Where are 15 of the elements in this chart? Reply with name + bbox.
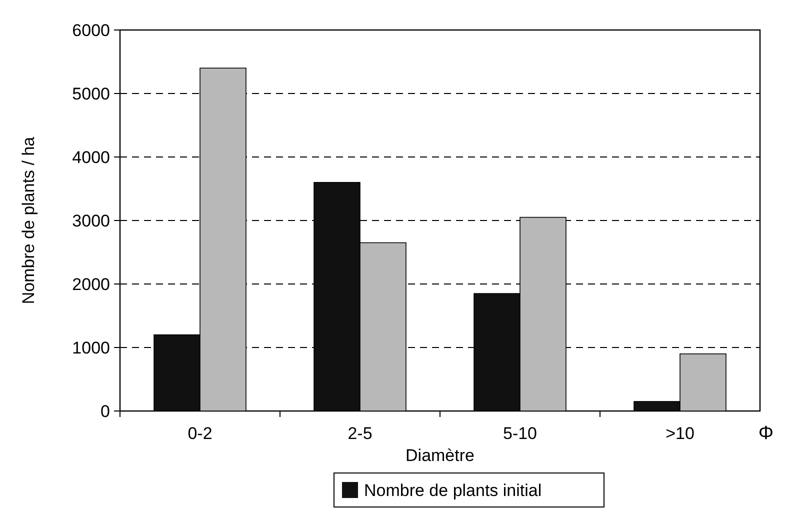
y-tick-label: 6000	[72, 20, 110, 40]
x-tick-label: >10	[666, 424, 694, 443]
x-tick-label: 2-5	[348, 424, 372, 443]
x-tick-label: 5-10	[502, 424, 538, 443]
y-tick-label: 2000	[72, 274, 110, 294]
y-tick-label: 0	[100, 402, 110, 421]
y-tick-label: 1000	[72, 338, 110, 358]
y-tick-label: 3000	[72, 211, 110, 230]
y-tick-label: 5000	[72, 84, 110, 104]
x-tick-label: 0-2	[188, 424, 212, 443]
legend-label: Nombre de plants initial	[364, 480, 542, 500]
y-axis-title: Nombre de plants / ha	[19, 136, 38, 304]
y-tick-label: 4000	[72, 148, 110, 167]
text: Φ	[758, 423, 774, 444]
x-axis-title: Diamètre	[406, 446, 474, 465]
